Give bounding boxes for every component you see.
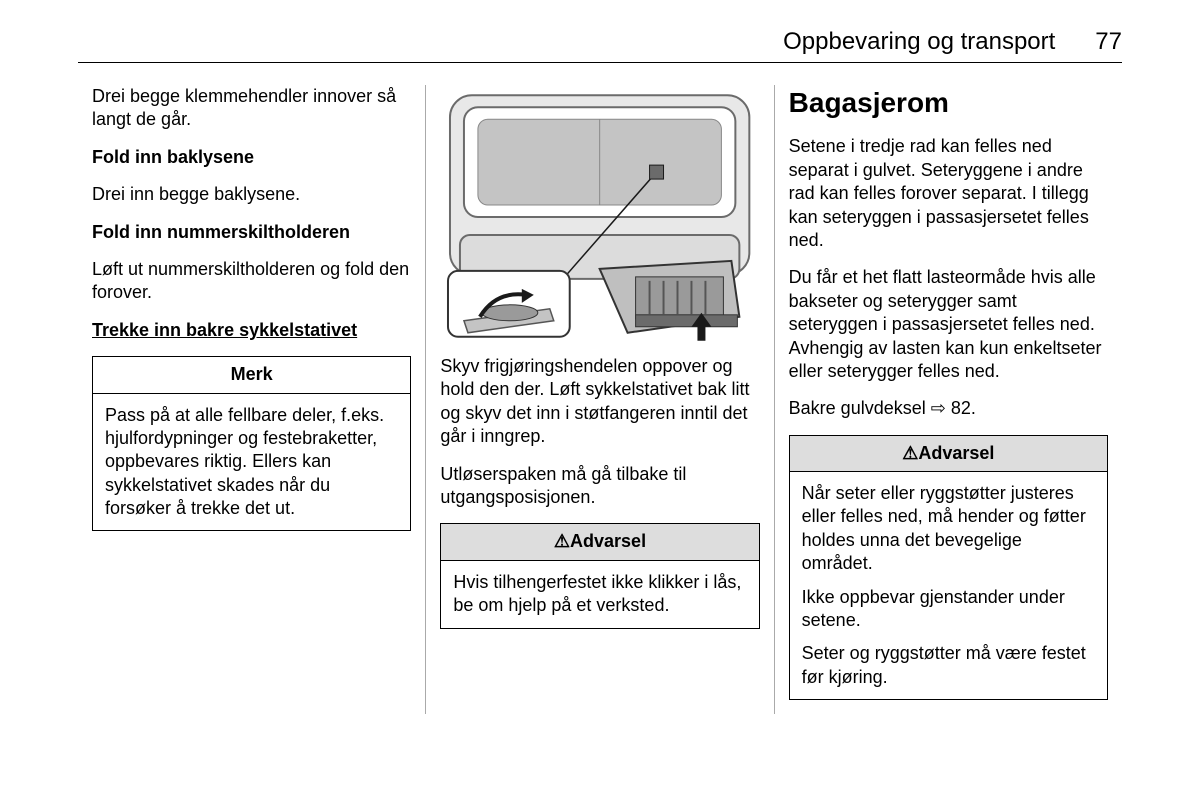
column-2: Skyv frigjøringshendelen oppover og hold… xyxy=(426,85,774,714)
warning-box-2: ⚠Advarsel Når seter eller ryggstøtter ju… xyxy=(789,435,1108,701)
warning-body-1: Hvis tilhengerfestet ikke klikker i lås,… xyxy=(441,561,758,628)
manual-page: Oppbevaring og transport 77 Drei begge k… xyxy=(0,0,1200,754)
warning-label-1: ⚠Advarsel xyxy=(554,531,646,551)
content-columns: Drei begge klemmehendler innover så lang… xyxy=(78,85,1122,714)
warning-label-2: ⚠Advarsel xyxy=(902,443,994,463)
warning-text-2a: Når seter eller ryggstøtter justeres ell… xyxy=(802,482,1095,576)
luggage-p1: Setene i tredje rad kan felles ned separ… xyxy=(789,135,1108,252)
note-box: Merk Pass på at alle fellbare deler, f.e… xyxy=(92,356,411,531)
note-title: Merk xyxy=(93,357,410,393)
page-header: Oppbevaring og transport 77 xyxy=(78,28,1122,63)
warning-text-1: Hvis tilhengerfestet ikke klikker i lås,… xyxy=(453,571,746,618)
warning-title-2: ⚠Advarsel xyxy=(790,436,1107,472)
luggage-title: Bagasjerom xyxy=(789,85,1108,121)
column-3: Bagasjerom Setene i tredje rad kan felle… xyxy=(775,85,1122,714)
note-body-wrap: Pass på at alle fellbare deler, f.eks. h… xyxy=(93,394,410,531)
bike-rack-illustration xyxy=(440,85,759,345)
fold-taillights-head: Fold inn baklysene xyxy=(92,146,411,169)
push-release-text: Skyv frigjøringshendelen oppover og hold… xyxy=(440,355,759,449)
fold-taillights-body: Drei inn begge baklysene. xyxy=(92,183,411,206)
column-1: Drei begge klemmehendler innover så lang… xyxy=(78,85,426,714)
warning-text-2b: Ikke oppbevar gjenstander under setene. xyxy=(802,586,1095,633)
lever-return-text: Utløserspaken må gå tilbake til utgangsp… xyxy=(440,463,759,510)
floor-cover-ref: Bakre gulvdeksel ⇨ 82. xyxy=(789,397,1108,420)
note-body: Pass på at alle fellbare deler, f.eks. h… xyxy=(105,404,398,521)
page-number: 77 xyxy=(1095,28,1122,56)
luggage-p2: Du får et het flatt lasteormåde hvis all… xyxy=(789,266,1108,383)
fold-plateholder-head: Fold inn nummerskiltholderen xyxy=(92,221,411,244)
warning-text-2c: Seter og ryggstøtter må være festet før … xyxy=(802,642,1095,689)
warning-title-1: ⚠Advarsel xyxy=(441,524,758,560)
floor-cover-ref-text: Bakre gulvdeksel ⇨ 82. xyxy=(789,398,976,418)
illustration-svg xyxy=(440,85,759,345)
warning-box-1: ⚠Advarsel Hvis tilhengerfestet ikke klik… xyxy=(440,523,759,628)
warning-body-2: Når seter eller ryggstøtter justeres ell… xyxy=(790,472,1107,699)
retract-rack-head: Trekke inn bakre sykkelstativet xyxy=(92,319,411,342)
chapter-title: Oppbevaring og transport xyxy=(783,28,1055,56)
fold-plateholder-body: Løft ut nummerskiltholderen og fold den … xyxy=(92,258,411,305)
intro-text: Drei begge klemmehendler innover så lang… xyxy=(92,85,411,132)
